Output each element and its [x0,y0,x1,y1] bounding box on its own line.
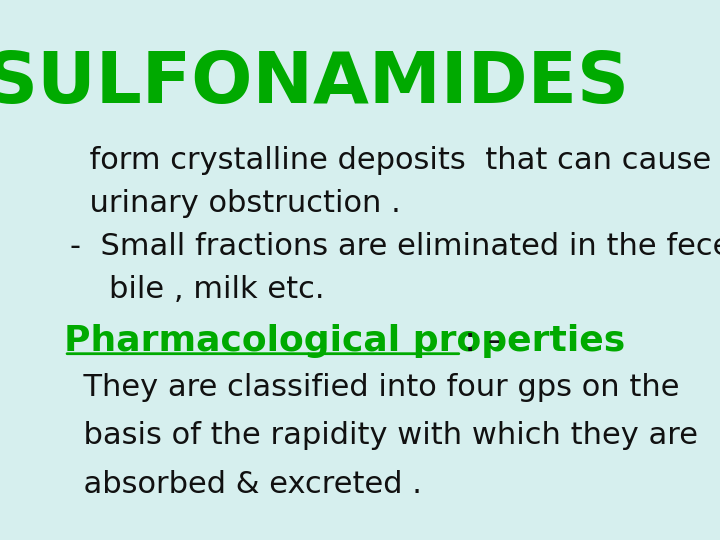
Text: bile , milk etc.: bile , milk etc. [70,275,324,305]
Text: : -: : - [464,324,501,358]
Text: They are classified into four gps on the: They are classified into four gps on the [64,373,680,402]
Text: -  Small fractions are eliminated in the feces: - Small fractions are eliminated in the … [70,232,720,261]
Text: SULFONAMIDES: SULFONAMIDES [0,49,630,118]
Text: basis of the rapidity with which they are: basis of the rapidity with which they ar… [64,421,698,450]
Text: Pharmacological properties: Pharmacological properties [64,324,626,358]
Text: form crystalline deposits  that can cause: form crystalline deposits that can cause [70,146,711,175]
Text: urinary obstruction .: urinary obstruction . [70,189,400,218]
Text: absorbed & excreted .: absorbed & excreted . [64,470,422,499]
